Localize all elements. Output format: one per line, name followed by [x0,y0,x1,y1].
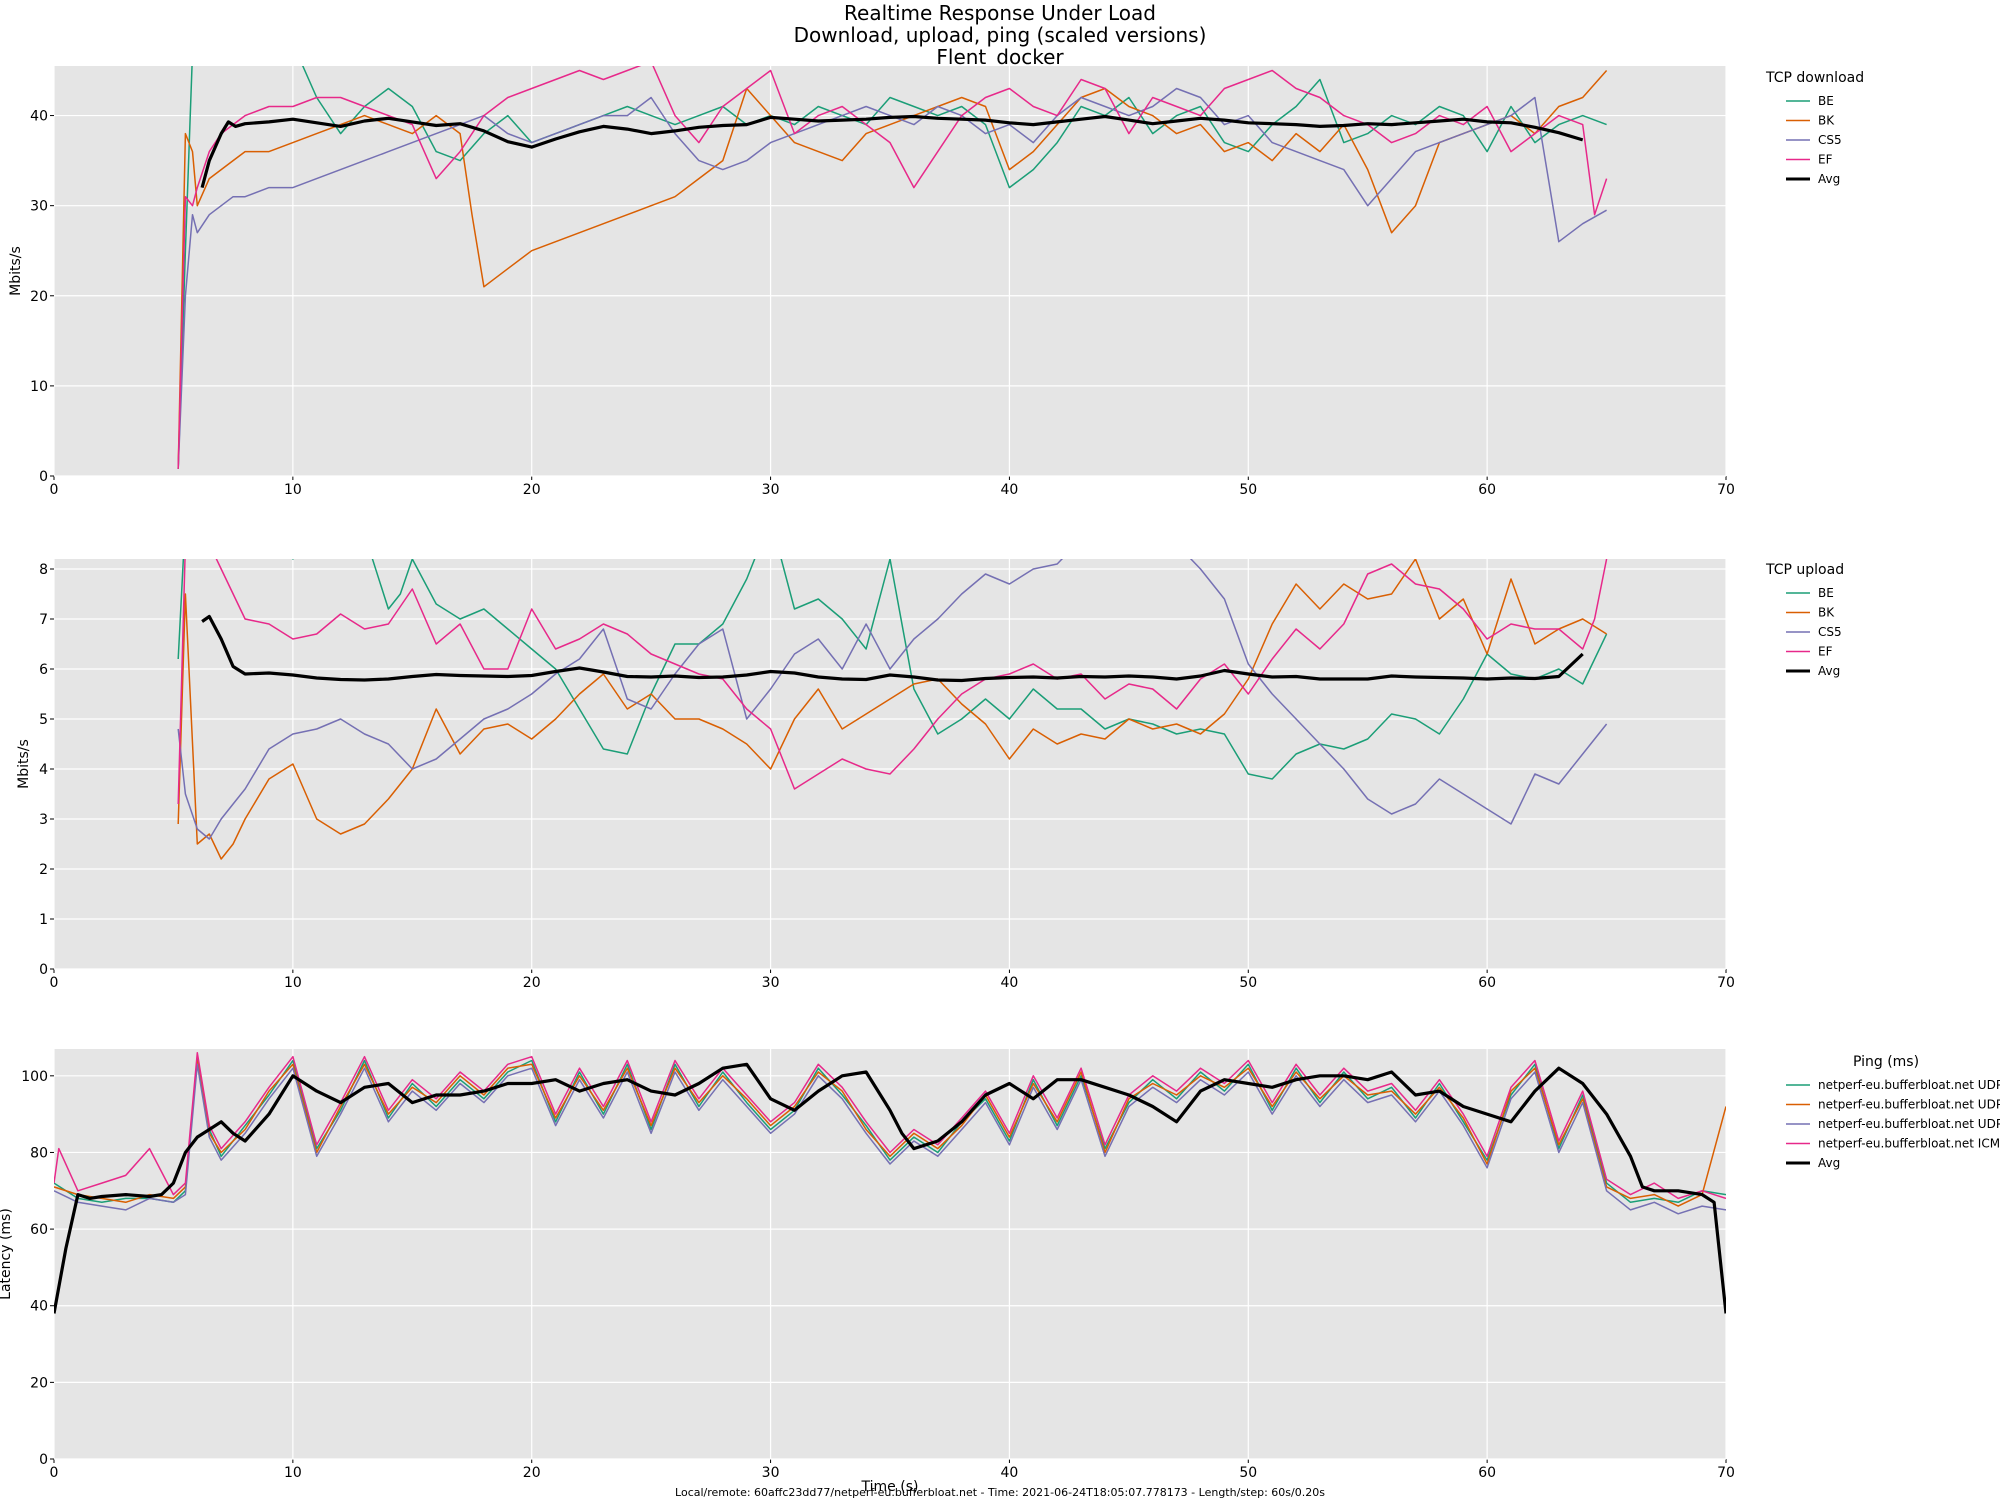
x-tick-label: 0 [50,482,59,498]
y-tick-label: 100 [21,1069,48,1085]
x-tick-label: 20 [523,482,541,498]
y-axis-label: Latency (ms) [0,1208,14,1300]
legend-label: Avg [1818,172,1840,186]
series-line-ef [177,559,1608,805]
legend-label: BK [1818,606,1835,620]
x-tick-label: 20 [523,975,541,991]
legend: TCP upload BE BK CS5 EF Avg [1765,562,1844,678]
y-tick-label: 6 [39,662,48,678]
y-tick-label: 7 [39,612,48,628]
series-line-avg [201,614,1584,683]
legend-label: BE [1818,94,1834,108]
y-tick-label: 30 [30,199,48,215]
legend: TCP download BE BK CS5 EF Avg [1765,70,1864,186]
legend-label: netperf-eu.bufferbloat.net ICMP [1818,1137,2000,1151]
x-tick-label: 40 [1001,975,1019,991]
series-line-netperf-eu-bufferbloat-net-icmp [54,1052,1726,1200]
legend-label: Avg [1818,664,1840,678]
series-line-cs5 [177,87,1607,469]
x-tick-label: 40 [1001,1465,1019,1481]
y-tick-label: 20 [30,289,48,305]
y-tick-label: 1 [39,912,48,928]
x-tick-label: 0 [50,975,59,991]
y-tick-label: 40 [30,1299,48,1315]
series-line-netperf-eu-bufferbloat-net-udp-bk [54,1059,1726,1207]
figure-title-line-3: Flent_docker [936,45,1064,69]
series-line-be [177,559,1608,780]
legend-label: CS5 [1818,625,1842,639]
x-axis-label: Time (s) [861,1479,919,1495]
y-tick-label: 0 [39,1452,48,1468]
x-tick-label: 50 [1239,482,1257,498]
legend-label: BE [1818,586,1834,600]
x-tick-label: 20 [523,1465,541,1481]
y-tick-label: 60 [30,1222,48,1238]
series-line-netperf-eu-bufferbloat-net-udp-ef [54,1055,1726,1204]
figure-title-line-2: Download, upload, ping (scaled versions) [793,23,1207,47]
x-tick-label: 40 [1001,482,1019,498]
x-tick-label: 30 [762,1465,780,1481]
series-line-avg [200,114,1584,189]
y-tick-label: 5 [39,712,48,728]
x-tick-label: 50 [1239,975,1257,991]
figure-title-line-1: Realtime Response Under Load [844,1,1156,25]
x-tick-label: 70 [1717,975,1735,991]
x-tick-label: 60 [1478,975,1496,991]
legend-label: Avg [1818,1156,1840,1170]
y-tick-label: 20 [30,1375,48,1391]
series-group [177,559,1608,860]
y-tick-label: 40 [30,109,48,125]
legend-label: EF [1818,153,1833,167]
legend-label: netperf-eu.bufferbloat.net UDP BK [1818,1098,2000,1112]
y-tick-label: 3 [39,812,48,828]
y-tick-label: 10 [30,379,48,395]
legend-title: Ping (ms) [1853,1054,1919,1070]
legend: Ping (ms) netperf-eu.bufferbloat.net UDP … [1786,1054,2000,1170]
series-group [54,1052,1726,1314]
series-line-ef [177,66,1608,469]
x-tick-label: 0 [50,1465,59,1481]
y-axis-label: Mbits/s [16,739,32,789]
x-tick-label: 60 [1478,482,1496,498]
plot-area [54,559,1726,969]
panel-2: 0 10 20 30 40 50 60 70 0 1 2 3 4 5 6 7 8 Mbits/s TCP uploa… [16,559,1844,991]
y-tick-label: 0 [39,469,48,485]
x-tick-label: 50 [1239,1465,1257,1481]
footer-info: Local/remote: 60affc23dd77/netperf-eu.bu… [675,1486,1325,1499]
x-tick-label: 60 [1478,1465,1496,1481]
legend-label: netperf-eu.bufferbloat.net UDP EF [1818,1078,2000,1092]
series-line-bk [177,559,1607,860]
x-tick-label: 70 [1717,1465,1735,1481]
legend-title: TCP upload [1765,562,1844,578]
x-tick-label: 30 [762,482,780,498]
x-tick-label: 70 [1717,482,1735,498]
x-tick-label: 10 [284,975,302,991]
y-tick-label: 80 [30,1145,48,1161]
x-tick-label: 30 [762,975,780,991]
y-axis-label: Mbits/s [8,246,24,296]
legend-title: TCP download [1765,70,1864,86]
legend-label: netperf-eu.bufferbloat.net UDP BE [1818,1117,2000,1131]
legend-label: BK [1818,114,1835,128]
legend-label: CS5 [1818,133,1842,147]
x-tick-label: 10 [284,482,302,498]
y-tick-label: 0 [39,962,48,978]
y-tick-label: 4 [39,762,48,778]
series-line-cs5 [177,559,1608,840]
x-tick-label: 10 [284,1465,302,1481]
series-group [177,66,1608,469]
series-line-avg [54,1062,1726,1314]
y-tick-label: 2 [39,862,48,878]
panel-1: 0 10 20 30 40 50 60 70 0 10 20 30 40 Mbits/s TCP downl… [8,66,1864,498]
legend-label: EF [1818,645,1833,659]
panel-3: 0 10 20 30 40 50 60 70 0 20 40 60 80 100 Latency (ms) T… [0,1049,2000,1495]
plot-area [54,66,1726,476]
y-tick-label: 8 [39,562,48,578]
